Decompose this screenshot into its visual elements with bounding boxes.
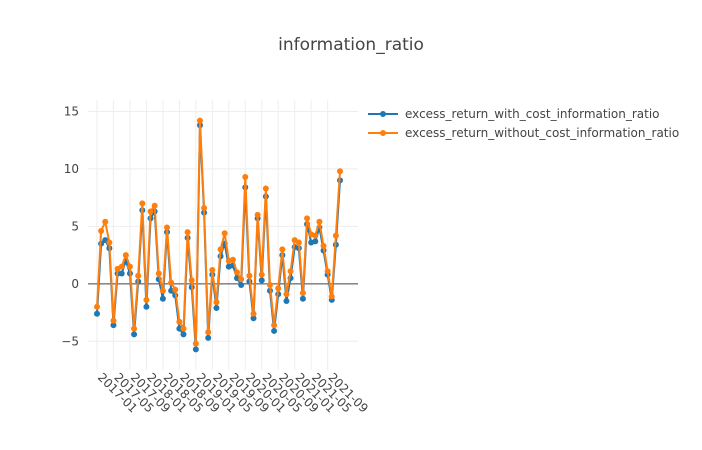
data-point: [205, 329, 212, 336]
data-point: [320, 242, 327, 249]
data-point: [164, 224, 171, 231]
legend-label: excess_return_without_cost_information_r…: [405, 126, 679, 140]
data-point: [118, 270, 125, 277]
data-point: [176, 318, 183, 325]
data-point: [250, 310, 257, 317]
data-point: [266, 281, 273, 288]
data-point: [135, 272, 142, 279]
data-point: [159, 287, 166, 294]
data-point: [312, 238, 319, 245]
data-point: [279, 246, 286, 253]
data-point: [258, 271, 265, 278]
data-point: [246, 272, 253, 279]
data-point: [151, 202, 158, 209]
grid-layer: [88, 100, 358, 370]
y-tick-label: 10: [64, 162, 79, 176]
axis-layer: −50510152017-012017-052017-092018-012018…: [61, 104, 371, 415]
series-layer: [94, 117, 343, 353]
series-2: [94, 117, 343, 347]
data-point: [110, 317, 117, 324]
data-point: [242, 173, 249, 180]
data-point: [283, 291, 290, 298]
data-point: [192, 346, 199, 353]
data-point: [176, 325, 183, 332]
data-point: [122, 252, 129, 259]
data-point: [94, 310, 100, 317]
data-point: [258, 277, 265, 284]
data-point: [250, 315, 257, 322]
data-point: [299, 295, 306, 302]
data-point: [102, 218, 109, 225]
data-point: [192, 340, 199, 347]
data-point: [287, 268, 294, 275]
data-point: [209, 267, 216, 274]
data-point: [110, 322, 117, 329]
data-point: [324, 268, 331, 275]
data-point: [184, 229, 191, 236]
data-point: [271, 322, 278, 329]
data-point: [205, 334, 212, 341]
data-point: [234, 269, 241, 276]
data-point: [147, 208, 154, 215]
y-tick-label: 5: [71, 219, 79, 233]
data-point: [229, 256, 236, 263]
data-point: [196, 117, 203, 124]
data-point: [283, 298, 290, 305]
data-point: [304, 215, 311, 222]
data-point: [201, 205, 208, 211]
data-point: [131, 331, 138, 338]
data-point: [172, 286, 179, 293]
data-point: [262, 185, 269, 192]
data-point: [217, 246, 224, 253]
data-point: [328, 293, 335, 300]
y-tick-label: 0: [71, 277, 79, 291]
data-point: [126, 263, 133, 270]
y-tick-label: −5: [61, 334, 79, 348]
data-point: [155, 270, 162, 277]
data-point: [238, 276, 245, 283]
data-point: [221, 230, 228, 237]
data-point: [316, 218, 323, 225]
data-point: [139, 200, 146, 207]
y-tick-label: 15: [64, 104, 79, 118]
data-point: [271, 327, 278, 334]
chart-title: information_ratio: [278, 35, 424, 55]
data-point: [299, 290, 306, 297]
data-point: [238, 281, 245, 288]
data-point: [168, 279, 175, 286]
legend[interactable]: excess_return_with_cost_information_rati…: [368, 107, 679, 140]
data-point: [98, 227, 105, 234]
legend-marker: [380, 111, 386, 117]
data-point: [213, 299, 220, 306]
data-point: [180, 325, 187, 332]
data-point: [312, 232, 319, 239]
data-point: [94, 303, 100, 310]
data-point: [106, 239, 113, 246]
series-line: [96, 119, 341, 345]
data-point: [143, 296, 150, 303]
data-point: [118, 263, 125, 270]
data-point: [213, 304, 220, 311]
legend-item[interactable]: excess_return_without_cost_information_r…: [368, 126, 679, 140]
legend-item[interactable]: excess_return_with_cost_information_rati…: [368, 107, 660, 121]
data-point: [143, 303, 150, 310]
data-point: [275, 285, 282, 292]
data-point: [254, 211, 261, 218]
data-point: [337, 168, 343, 175]
data-point: [159, 295, 166, 302]
data-point: [131, 325, 138, 332]
data-point: [332, 232, 339, 239]
data-point: [180, 331, 187, 338]
data-point: [188, 277, 195, 284]
legend-label: excess_return_with_cost_information_rati…: [405, 107, 660, 121]
data-point: [295, 239, 302, 246]
legend-marker: [380, 130, 386, 136]
